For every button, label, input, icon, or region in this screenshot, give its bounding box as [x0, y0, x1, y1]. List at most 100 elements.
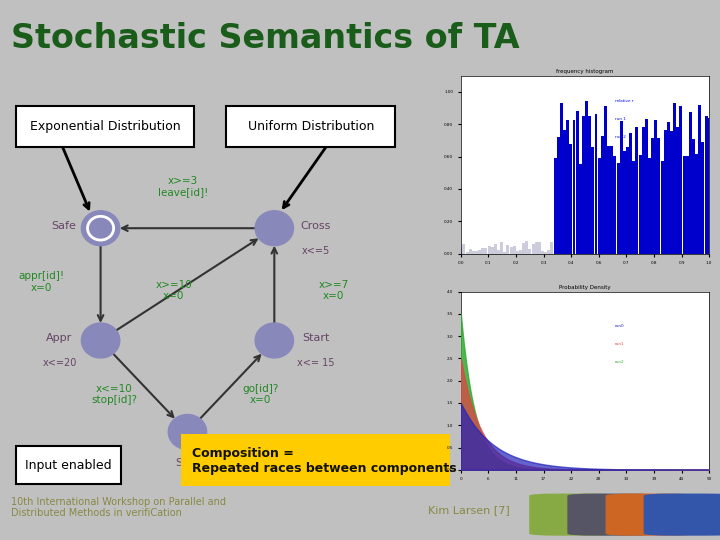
- Text: go[id]?
x=0: go[id]? x=0: [243, 384, 279, 406]
- Text: x<=20: x<=20: [42, 358, 76, 368]
- Bar: [598, 158, 600, 254]
- FancyBboxPatch shape: [644, 494, 720, 536]
- Bar: [651, 138, 654, 254]
- Bar: [560, 103, 563, 254]
- Bar: [572, 120, 575, 254]
- FancyBboxPatch shape: [226, 105, 395, 147]
- Text: Start: Start: [302, 333, 329, 343]
- Bar: [462, 244, 465, 254]
- Bar: [705, 116, 708, 254]
- Text: Cross: Cross: [300, 221, 330, 231]
- Bar: [472, 251, 475, 254]
- Bar: [579, 164, 582, 254]
- Bar: [639, 155, 642, 254]
- Text: x>=7
x=0: x>=7 x=0: [319, 280, 349, 301]
- Bar: [620, 121, 623, 254]
- Bar: [485, 248, 487, 254]
- Text: Input enabled: Input enabled: [25, 458, 112, 472]
- Bar: [475, 251, 478, 254]
- Bar: [689, 112, 692, 254]
- Bar: [635, 127, 639, 254]
- Text: run2: run2: [615, 360, 624, 364]
- FancyBboxPatch shape: [181, 434, 450, 488]
- Circle shape: [168, 415, 207, 449]
- Bar: [642, 126, 644, 254]
- Text: run 2: run 2: [615, 135, 626, 139]
- Bar: [497, 250, 500, 254]
- Text: x>=10
x=0: x>=10 x=0: [156, 280, 192, 301]
- Bar: [623, 151, 626, 254]
- Text: Composition =
Repeated races between components: Composition = Repeated races between com…: [192, 447, 456, 475]
- Bar: [616, 164, 619, 254]
- Bar: [607, 146, 610, 254]
- Bar: [683, 156, 685, 254]
- Bar: [566, 120, 570, 254]
- Bar: [531, 244, 535, 254]
- Title: Probability Density: Probability Density: [559, 285, 611, 290]
- Text: Stop: Stop: [175, 458, 200, 468]
- Circle shape: [255, 211, 294, 246]
- Bar: [588, 116, 591, 254]
- Text: Stochastic Semantics of TA: Stochastic Semantics of TA: [11, 22, 519, 55]
- Bar: [528, 248, 531, 254]
- Bar: [544, 252, 547, 254]
- Bar: [595, 113, 598, 254]
- Bar: [506, 245, 510, 254]
- Bar: [698, 105, 701, 254]
- Bar: [500, 242, 503, 254]
- Text: Exponential Distribution: Exponential Distribution: [30, 120, 181, 133]
- Text: x<=10
stop[id]?: x<=10 stop[id]?: [91, 384, 138, 406]
- Bar: [657, 138, 660, 254]
- Bar: [554, 158, 557, 254]
- Bar: [526, 241, 528, 254]
- Text: relative r: relative r: [615, 99, 634, 103]
- Bar: [667, 122, 670, 254]
- Bar: [660, 161, 664, 254]
- Bar: [582, 116, 585, 254]
- Bar: [613, 156, 616, 254]
- Bar: [576, 111, 579, 254]
- Text: Uniform Distribution: Uniform Distribution: [248, 120, 374, 133]
- Bar: [692, 139, 695, 254]
- FancyBboxPatch shape: [567, 494, 658, 536]
- Bar: [535, 242, 538, 254]
- Bar: [676, 127, 679, 254]
- Bar: [591, 146, 594, 254]
- Bar: [680, 106, 683, 254]
- Bar: [695, 154, 698, 254]
- FancyBboxPatch shape: [529, 494, 620, 536]
- Bar: [626, 147, 629, 254]
- Text: run0: run0: [615, 324, 624, 328]
- Bar: [487, 246, 490, 254]
- Text: Appr: Appr: [46, 333, 73, 343]
- Bar: [670, 131, 673, 254]
- Bar: [685, 156, 689, 254]
- Bar: [503, 252, 506, 254]
- Bar: [563, 130, 566, 254]
- Bar: [604, 106, 607, 254]
- Text: x>=3
leave[id]!: x>=3 leave[id]!: [158, 176, 208, 198]
- Bar: [585, 100, 588, 254]
- Text: x<=5: x<=5: [302, 246, 330, 256]
- Title: frequency histogram: frequency histogram: [557, 69, 613, 74]
- Bar: [654, 120, 657, 254]
- Bar: [522, 243, 525, 254]
- Bar: [611, 146, 613, 254]
- Bar: [466, 252, 469, 254]
- Bar: [673, 104, 676, 254]
- Circle shape: [81, 323, 120, 358]
- Bar: [494, 245, 497, 254]
- Bar: [708, 118, 711, 254]
- Text: run1: run1: [615, 342, 624, 346]
- Bar: [557, 137, 559, 254]
- Bar: [538, 242, 541, 254]
- Bar: [469, 249, 472, 254]
- Bar: [513, 246, 516, 254]
- Bar: [459, 247, 462, 254]
- Text: run 1: run 1: [615, 117, 626, 121]
- Bar: [645, 119, 648, 254]
- Bar: [547, 250, 550, 254]
- Text: 10th International Workshop on Parallel and
Distributed Methods in verifiCation: 10th International Workshop on Parallel …: [11, 497, 226, 518]
- Bar: [570, 144, 572, 254]
- Text: appr[id]!
x=0: appr[id]! x=0: [18, 272, 64, 293]
